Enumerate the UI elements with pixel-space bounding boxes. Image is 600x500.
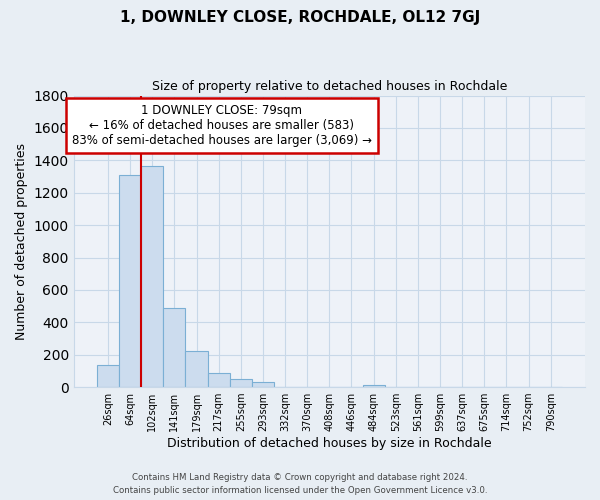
Bar [97, 365, 119, 387]
Y-axis label: Number of detached properties: Number of detached properties [15, 143, 28, 340]
Text: 1, DOWNLEY CLOSE, ROCHDALE, OL12 7GJ: 1, DOWNLEY CLOSE, ROCHDALE, OL12 7GJ [120, 10, 480, 25]
Bar [362, 384, 385, 387]
Title: Size of property relative to detached houses in Rochdale: Size of property relative to detached ho… [152, 80, 507, 93]
Bar [163, 308, 185, 387]
Text: 1 DOWNLEY CLOSE: 79sqm
← 16% of detached houses are smaller (583)
83% of semi-de: 1 DOWNLEY CLOSE: 79sqm ← 16% of detached… [72, 104, 372, 148]
Bar [230, 379, 252, 387]
X-axis label: Distribution of detached houses by size in Rochdale: Distribution of detached houses by size … [167, 437, 491, 450]
Bar [252, 382, 274, 387]
Bar [141, 166, 163, 387]
Bar [208, 374, 230, 387]
Text: Contains HM Land Registry data © Crown copyright and database right 2024.
Contai: Contains HM Land Registry data © Crown c… [113, 474, 487, 495]
Bar [119, 175, 141, 387]
Bar [185, 350, 208, 387]
